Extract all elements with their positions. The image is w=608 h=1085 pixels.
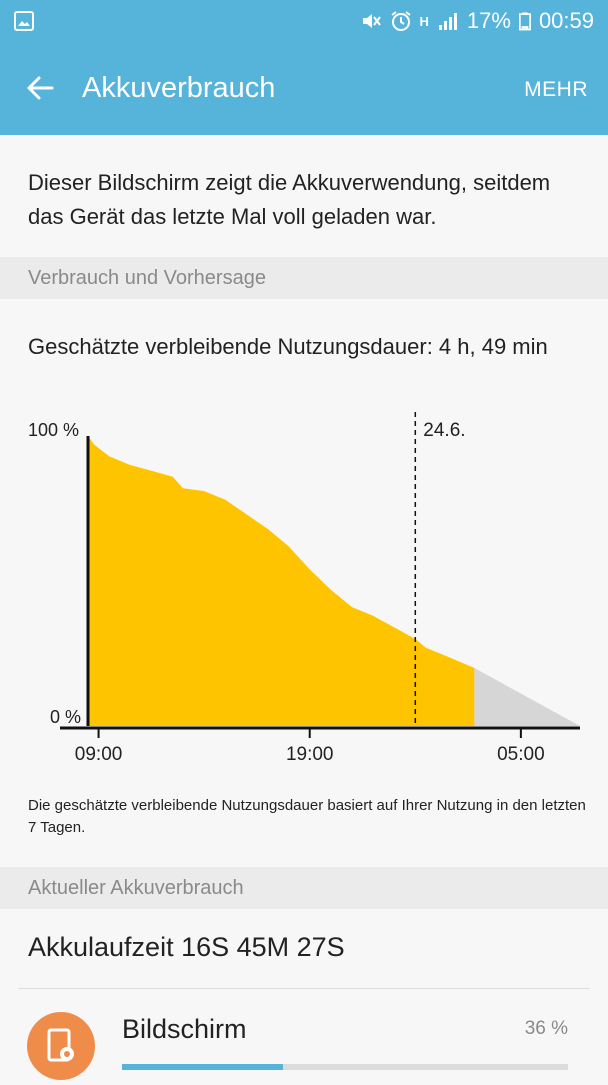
app-name: Bildschirm [122,1014,247,1044]
x-tick-label: 19:00 [286,744,334,765]
section-header-current-label: Aktueller Akkuverbrauch [28,877,244,899]
intro-text: Dieser Bildschirm zeigt die Akkuverwendu… [28,170,551,229]
intro-section: Dieser Bildschirm zeigt die Akkuverwendu… [0,135,608,257]
app-usage-progress-fill [122,1064,283,1070]
x-tick-label: 05:00 [497,744,545,765]
section-header-usage: Verbrauch und Vorhersage [0,257,608,299]
battery-percent: 17% [466,8,511,33]
app-usage-progress [122,1064,568,1070]
mute-icon [362,14,381,28]
x-tick-label: 09:00 [75,744,123,765]
battery-icon [518,12,531,31]
y-tick-label-0: 0 % [50,707,81,727]
signal-icon [438,13,457,30]
divider [18,988,590,989]
y-tick-label-100: 100 % [28,420,79,440]
x-ticks: 09:00 19:00 05:00 [75,728,545,765]
estimated-remaining-text: Geschätzte verbleibende Nutzungsdauer: 4… [28,334,548,359]
app-bar: Akkuverbrauch MEHR [0,42,608,135]
alarm-icon [390,11,411,31]
more-button[interactable]: MEHR [524,78,588,101]
forecast-usage-area [474,668,580,726]
app-usage-row-display[interactable]: Bildschirm 36 % [0,990,608,1080]
date-marker-label: 24.6. [423,420,465,441]
footnote: Die geschätzte verbleibende Nutzungsdaue… [28,797,586,836]
back-arrow-icon[interactable] [24,72,56,104]
battery-uptime: Akkulaufzeit 16S 45M 27S [28,932,345,962]
page-title: Akkuverbrauch [82,72,276,104]
app-percent: 36 % [524,1018,568,1039]
status-bar: H 17% 00:59 [0,0,608,42]
app-icon-circle [27,1012,95,1080]
display-settings-icon [47,1028,74,1062]
gallery-icon [14,11,34,31]
section-header-usage-label: Verbrauch und Vorhersage [28,267,266,289]
network-type: H [419,13,429,29]
section-header-current: Aktueller Akkuverbrauch [0,867,608,909]
battery-usage-chart: 24.6. 100 % 0 % 09:00 19:00 05:00 [28,412,580,765]
actual-usage-area [88,436,475,726]
clock: 00:59 [538,8,594,33]
